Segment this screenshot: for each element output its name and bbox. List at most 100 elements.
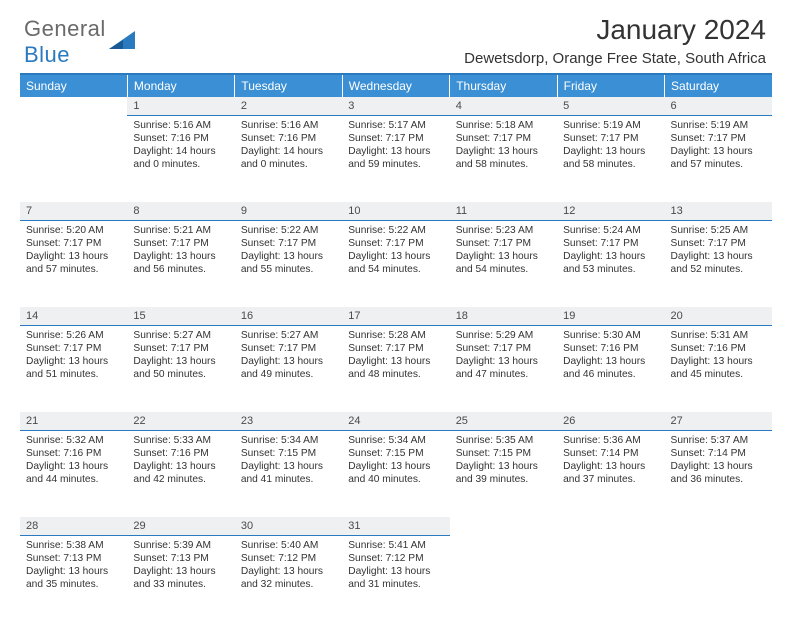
day-number-cell: 11	[450, 202, 557, 220]
day-number-cell: 21	[20, 412, 127, 430]
day-content-cell: Sunrise: 5:19 AMSunset: 7:17 PMDaylight:…	[665, 115, 772, 202]
sunrise-line: Sunrise: 5:16 AM	[241, 119, 336, 132]
day-number-row: 78910111213	[20, 202, 772, 220]
day-content-cell: Sunrise: 5:25 AMSunset: 7:17 PMDaylight:…	[665, 220, 772, 307]
sunrise-line: Sunrise: 5:34 AM	[241, 434, 336, 447]
day-number-cell: 26	[557, 412, 664, 430]
sunset-line: Sunset: 7:16 PM	[241, 132, 336, 145]
weekday-header: Tuesday	[235, 75, 342, 97]
sunset-line: Sunset: 7:17 PM	[348, 237, 443, 250]
sunset-line: Sunset: 7:15 PM	[456, 447, 551, 460]
day-number-cell: 22	[127, 412, 234, 430]
sunset-line: Sunset: 7:17 PM	[26, 342, 121, 355]
sunset-line: Sunset: 7:14 PM	[563, 447, 658, 460]
sunrise-line: Sunrise: 5:36 AM	[563, 434, 658, 447]
day-content-cell: Sunrise: 5:31 AMSunset: 7:16 PMDaylight:…	[665, 325, 772, 412]
day-content-cell: Sunrise: 5:19 AMSunset: 7:17 PMDaylight:…	[557, 115, 664, 202]
daylight-line: Daylight: 13 hours and 55 minutes.	[241, 250, 336, 276]
daylight-line: Daylight: 13 hours and 46 minutes.	[563, 355, 658, 381]
day-content-cell	[450, 535, 557, 622]
sunrise-line: Sunrise: 5:22 AM	[348, 224, 443, 237]
day-number-cell: 13	[665, 202, 772, 220]
day-content-cell: Sunrise: 5:26 AMSunset: 7:17 PMDaylight:…	[20, 325, 127, 412]
weekday-header: Monday	[127, 75, 234, 97]
day-number-cell: 8	[127, 202, 234, 220]
day-content-cell: Sunrise: 5:28 AMSunset: 7:17 PMDaylight:…	[342, 325, 449, 412]
calendar-table: SundayMondayTuesdayWednesdayThursdayFrid…	[20, 75, 772, 622]
sunset-line: Sunset: 7:17 PM	[348, 132, 443, 145]
day-content-cell: Sunrise: 5:33 AMSunset: 7:16 PMDaylight:…	[127, 430, 234, 517]
daylight-line: Daylight: 13 hours and 44 minutes.	[26, 460, 121, 486]
day-content-row: Sunrise: 5:16 AMSunset: 7:16 PMDaylight:…	[20, 115, 772, 202]
sunrise-line: Sunrise: 5:33 AM	[133, 434, 228, 447]
day-content-row: Sunrise: 5:32 AMSunset: 7:16 PMDaylight:…	[20, 430, 772, 517]
day-number-cell: 19	[557, 307, 664, 325]
sunrise-line: Sunrise: 5:31 AM	[671, 329, 766, 342]
day-content-cell: Sunrise: 5:17 AMSunset: 7:17 PMDaylight:…	[342, 115, 449, 202]
daylight-line: Daylight: 13 hours and 51 minutes.	[26, 355, 121, 381]
sunrise-line: Sunrise: 5:25 AM	[671, 224, 766, 237]
sunrise-line: Sunrise: 5:29 AM	[456, 329, 551, 342]
sunset-line: Sunset: 7:17 PM	[456, 342, 551, 355]
day-content-cell	[665, 535, 772, 622]
sunset-line: Sunset: 7:12 PM	[241, 552, 336, 565]
day-number-cell: 12	[557, 202, 664, 220]
sunset-line: Sunset: 7:13 PM	[26, 552, 121, 565]
sunset-line: Sunset: 7:16 PM	[133, 447, 228, 460]
logo-triangle-icon	[109, 29, 137, 56]
sunset-line: Sunset: 7:16 PM	[26, 447, 121, 460]
day-number-cell: 20	[665, 307, 772, 325]
sunrise-line: Sunrise: 5:34 AM	[348, 434, 443, 447]
day-content-cell: Sunrise: 5:38 AMSunset: 7:13 PMDaylight:…	[20, 535, 127, 622]
daylight-line: Daylight: 13 hours and 53 minutes.	[563, 250, 658, 276]
day-number-cell: 17	[342, 307, 449, 325]
day-number-cell: 18	[450, 307, 557, 325]
day-content-cell: Sunrise: 5:22 AMSunset: 7:17 PMDaylight:…	[235, 220, 342, 307]
day-number-cell	[450, 517, 557, 535]
day-number-cell: 4	[450, 97, 557, 115]
daylight-line: Daylight: 13 hours and 57 minutes.	[26, 250, 121, 276]
sunset-line: Sunset: 7:17 PM	[671, 132, 766, 145]
sunset-line: Sunset: 7:16 PM	[133, 132, 228, 145]
sunrise-line: Sunrise: 5:19 AM	[563, 119, 658, 132]
sunrise-line: Sunrise: 5:38 AM	[26, 539, 121, 552]
logo-text-b: Blue	[24, 42, 70, 67]
daylight-line: Daylight: 13 hours and 49 minutes.	[241, 355, 336, 381]
daylight-line: Daylight: 13 hours and 58 minutes.	[563, 145, 658, 171]
logo-text: General Blue	[24, 16, 106, 68]
day-content-cell	[557, 535, 664, 622]
daylight-line: Daylight: 13 hours and 32 minutes.	[241, 565, 336, 591]
day-content-cell: Sunrise: 5:35 AMSunset: 7:15 PMDaylight:…	[450, 430, 557, 517]
day-number-cell: 31	[342, 517, 449, 535]
day-content-row: Sunrise: 5:20 AMSunset: 7:17 PMDaylight:…	[20, 220, 772, 307]
sunrise-line: Sunrise: 5:40 AM	[241, 539, 336, 552]
day-number-cell: 9	[235, 202, 342, 220]
day-content-cell: Sunrise: 5:39 AMSunset: 7:13 PMDaylight:…	[127, 535, 234, 622]
sunset-line: Sunset: 7:13 PM	[133, 552, 228, 565]
sunset-line: Sunset: 7:17 PM	[26, 237, 121, 250]
day-number-cell	[20, 97, 127, 115]
sunset-line: Sunset: 7:14 PM	[671, 447, 766, 460]
sunrise-line: Sunrise: 5:27 AM	[133, 329, 228, 342]
day-number-row: 28293031	[20, 517, 772, 535]
sunset-line: Sunset: 7:17 PM	[133, 342, 228, 355]
day-content-cell: Sunrise: 5:34 AMSunset: 7:15 PMDaylight:…	[342, 430, 449, 517]
daylight-line: Daylight: 13 hours and 56 minutes.	[133, 250, 228, 276]
logo-text-a: General	[24, 16, 106, 41]
daylight-line: Daylight: 13 hours and 57 minutes.	[671, 145, 766, 171]
day-number-cell: 30	[235, 517, 342, 535]
weekday-header: Sunday	[20, 75, 127, 97]
day-content-cell: Sunrise: 5:24 AMSunset: 7:17 PMDaylight:…	[557, 220, 664, 307]
day-content-cell: Sunrise: 5:34 AMSunset: 7:15 PMDaylight:…	[235, 430, 342, 517]
sunrise-line: Sunrise: 5:19 AM	[671, 119, 766, 132]
daylight-line: Daylight: 13 hours and 58 minutes.	[456, 145, 551, 171]
sunset-line: Sunset: 7:15 PM	[348, 447, 443, 460]
day-number-cell: 2	[235, 97, 342, 115]
daylight-line: Daylight: 13 hours and 40 minutes.	[348, 460, 443, 486]
sunrise-line: Sunrise: 5:17 AM	[348, 119, 443, 132]
day-content-cell: Sunrise: 5:18 AMSunset: 7:17 PMDaylight:…	[450, 115, 557, 202]
day-content-cell: Sunrise: 5:32 AMSunset: 7:16 PMDaylight:…	[20, 430, 127, 517]
sunset-line: Sunset: 7:17 PM	[348, 342, 443, 355]
daylight-line: Daylight: 14 hours and 0 minutes.	[133, 145, 228, 171]
daylight-line: Daylight: 13 hours and 47 minutes.	[456, 355, 551, 381]
